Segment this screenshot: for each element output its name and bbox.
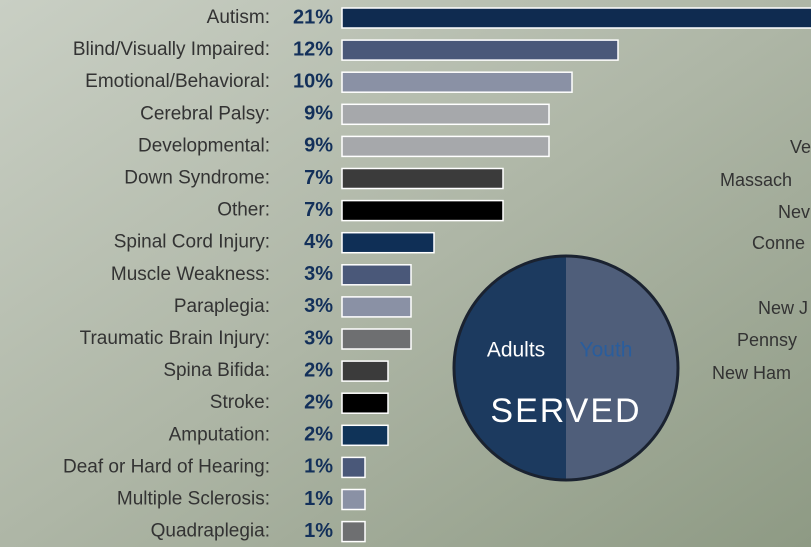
bar — [342, 297, 411, 317]
bar — [342, 490, 365, 510]
adults-label: Adults — [487, 339, 545, 362]
served-graphic: Adults Youth SERVED — [454, 256, 678, 480]
value-label: 3% — [304, 295, 333, 317]
category-label: Multiple Sclerosis: — [117, 489, 270, 510]
state-label: Ve — [790, 137, 811, 157]
state-label: Massach — [720, 170, 792, 190]
category-label: Traumatic Brain Injury: — [80, 328, 270, 349]
value-label: 9% — [304, 103, 333, 125]
bar — [342, 136, 549, 156]
value-label: 2% — [304, 391, 333, 413]
category-label: Deaf or Hard of Hearing: — [63, 456, 270, 477]
bar — [342, 72, 572, 92]
state-label: Nev — [778, 202, 810, 222]
category-label: Developmental: — [138, 135, 270, 156]
category-label: Emotional/Behavioral: — [85, 71, 270, 92]
value-label: 4% — [304, 231, 333, 253]
category-label: Autism: — [207, 7, 270, 28]
state-label: New Ham — [712, 363, 791, 383]
bar — [342, 329, 411, 349]
served-title: SERVED — [490, 392, 641, 430]
bar — [342, 265, 411, 285]
value-label: 21% — [293, 6, 333, 28]
value-label: 2% — [304, 359, 333, 381]
value-label: 2% — [304, 424, 333, 446]
value-label: 12% — [293, 38, 333, 60]
bar — [342, 522, 365, 542]
state-label: Conne — [752, 233, 805, 253]
state-label: New J — [758, 298, 808, 318]
category-label: Blind/Visually Impaired: — [73, 39, 270, 60]
value-label: 1% — [304, 488, 333, 510]
value-label: 7% — [304, 167, 333, 189]
bar — [342, 104, 549, 124]
bar — [342, 201, 503, 221]
category-label: Stroke: — [210, 392, 270, 413]
bar — [342, 425, 388, 445]
bar — [342, 40, 618, 60]
value-label: 3% — [304, 327, 333, 349]
value-label: 7% — [304, 199, 333, 221]
value-label: 1% — [304, 520, 333, 542]
bar — [342, 393, 388, 413]
value-label: 10% — [293, 70, 333, 92]
value-label: 3% — [304, 263, 333, 285]
category-label: Amputation: — [169, 424, 270, 445]
bar — [342, 361, 388, 381]
category-label: Muscle Weakness: — [111, 264, 270, 285]
bar — [342, 8, 811, 28]
bar — [342, 457, 365, 477]
value-label: 1% — [304, 456, 333, 478]
bar — [342, 233, 434, 253]
chart: Adults Youth SERVED Ve Massach Nev Conne New… — [0, 0, 811, 547]
category-label: Spina Bifida: — [163, 360, 270, 381]
category-label: Cerebral Palsy: — [140, 103, 270, 124]
category-label: Other: — [217, 200, 270, 221]
bar — [342, 169, 503, 189]
category-label: Quadraplegia: — [151, 521, 270, 542]
category-label: Paraplegia: — [174, 296, 270, 317]
page: {"chart_data": {"type": "bar", "categori… — [0, 0, 811, 547]
value-label: 9% — [304, 135, 333, 157]
category-label: Down Syndrome: — [124, 168, 270, 189]
youth-label: Youth — [580, 339, 633, 362]
category-label: Spinal Cord Injury: — [114, 232, 270, 253]
state-label: Pennsy — [737, 330, 797, 350]
